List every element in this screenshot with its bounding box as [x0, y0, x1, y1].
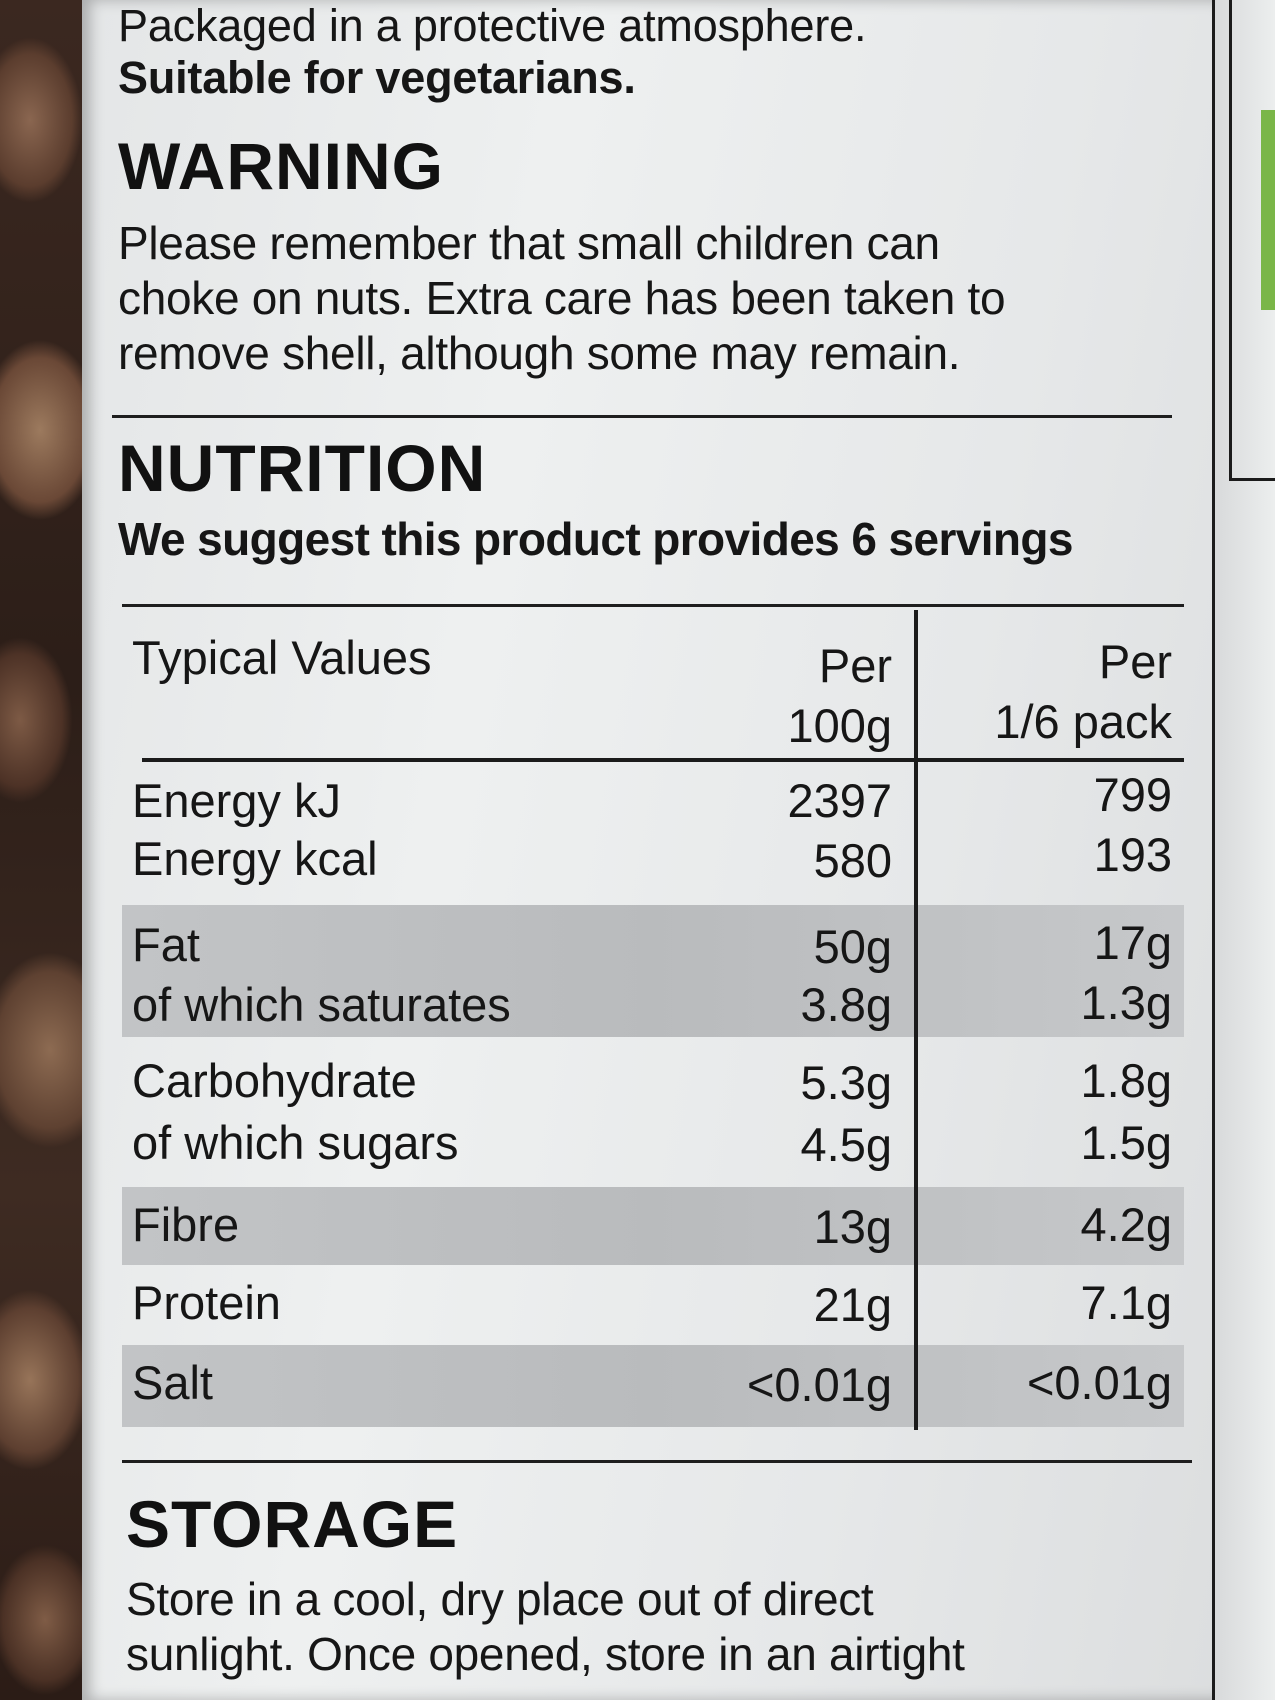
protein-row: Protein 21g 7.1g — [122, 1265, 1184, 1343]
green-stripe — [1261, 110, 1275, 310]
panel-border — [1229, 0, 1232, 480]
nutrient-label: Salt — [132, 1356, 213, 1409]
per-100g-value: 13g — [813, 1200, 892, 1253]
fibre-row: Fibre 13g 4.2g — [122, 1187, 1184, 1265]
per-100g-value: 3.8g — [800, 978, 892, 1031]
per-100g-header-line: 100g — [787, 699, 892, 752]
nutrient-label: Carbohydrate — [132, 1054, 417, 1107]
nutrient-label: Energy kcal — [132, 832, 378, 885]
storage-text: Store in a cool, dry place out of direct… — [126, 1572, 1187, 1682]
typical-values-label: Typical Values — [132, 631, 432, 684]
panel-border — [1229, 478, 1275, 481]
nutrient-label: Energy kJ — [132, 774, 341, 827]
per-serving-header-line: Per — [1098, 635, 1172, 688]
per-100g-value: 2397 — [787, 774, 892, 827]
nutrient-label: Protein — [132, 1276, 281, 1329]
nutrient-label: of which sugars — [132, 1116, 459, 1169]
per-100g-value: 5.3g — [800, 1056, 892, 1109]
per-serving-value: 193 — [1093, 828, 1172, 881]
storage-line: sunlight. Once opened, store in an airti… — [126, 1628, 965, 1680]
vegetarian-text: Suitable for vegetarians. — [118, 52, 636, 103]
table-header-row: Typical Values Per 100g Per 1/6 pack — [122, 610, 1184, 758]
per-serving-header-line: 1/6 pack — [994, 695, 1172, 748]
storage-heading: STORAGE — [126, 1487, 459, 1561]
per-100g-value: 4.5g — [800, 1118, 892, 1171]
per-serving-value: 4.2g — [1080, 1198, 1172, 1251]
nutrition-section: NUTRITION We suggest this product provid… — [118, 430, 1187, 566]
atmosphere-text: Packaged in a protective atmosphere. — [118, 0, 867, 51]
storage-line: Store in a cool, dry place out of direct — [126, 1573, 874, 1625]
product-label: Packaged in a protective atmosphere. Sui… — [82, 0, 1217, 1700]
salt-row: Salt <0.01g <0.01g — [122, 1345, 1184, 1427]
nutrient-label: of which saturates — [132, 978, 511, 1031]
per-serving-value: 7.1g — [1080, 1276, 1172, 1329]
section-divider — [122, 1460, 1192, 1463]
section-divider — [112, 415, 1172, 418]
per-100g-value: 580 — [813, 834, 892, 887]
warning-section: WARNING Please remember that small child… — [118, 128, 1187, 381]
nutrition-heading: NUTRITION — [118, 431, 487, 505]
per-serving-value: 1.8g — [1080, 1054, 1172, 1107]
per-serving-value: 1.5g — [1080, 1116, 1172, 1169]
carbohydrate-group: Carbohydrate 5.3g 1.8g of which sugars 4… — [122, 1037, 1184, 1187]
nutrient-label: Fibre — [132, 1198, 240, 1251]
warning-line: Please remember that small children can — [118, 217, 940, 269]
warning-text: Please remember that small children can … — [118, 216, 1187, 381]
per-serving-header: Per 1/6 pack — [994, 632, 1172, 752]
per-serving-value: <0.01g — [1026, 1356, 1172, 1409]
table-top-rule — [122, 604, 1184, 607]
column-divider — [914, 610, 918, 1430]
per-100g-header: Per 100g — [787, 636, 892, 756]
nutrient-label: Fat — [132, 918, 200, 971]
per-100g-value: <0.01g — [746, 1358, 892, 1411]
warning-heading: WARNING — [118, 129, 444, 203]
header-rule — [142, 758, 1184, 762]
servings-suggestion: We suggest this product provides 6 servi… — [118, 513, 1074, 565]
per-serving-value: 799 — [1093, 768, 1172, 821]
per-100g-value: 21g — [813, 1278, 892, 1331]
fat-group: Fat 50g 17g of which saturates 3.8g 1.3g — [122, 905, 1184, 1037]
warning-line: choke on nuts. Extra care has been taken… — [118, 272, 1006, 324]
per-serving-value: 1.3g — [1080, 976, 1172, 1029]
energy-group: Energy kJ 2397 799 Energy kcal 580 193 — [122, 765, 1184, 905]
nutrition-table: Typical Values Per 100g Per 1/6 pack Ene… — [122, 610, 1184, 1440]
intro-block: Packaged in a protective atmosphere. Sui… — [118, 0, 1187, 104]
storage-section: STORAGE Store in a cool, dry place out o… — [126, 1486, 1187, 1682]
per-100g-value: 50g — [813, 920, 892, 973]
per-serving-value: 17g — [1093, 916, 1172, 969]
warning-line: remove shell, although some may remain. — [118, 327, 961, 379]
per-100g-header-line: Per — [818, 639, 892, 692]
adjacent-panel — [1212, 0, 1275, 1700]
